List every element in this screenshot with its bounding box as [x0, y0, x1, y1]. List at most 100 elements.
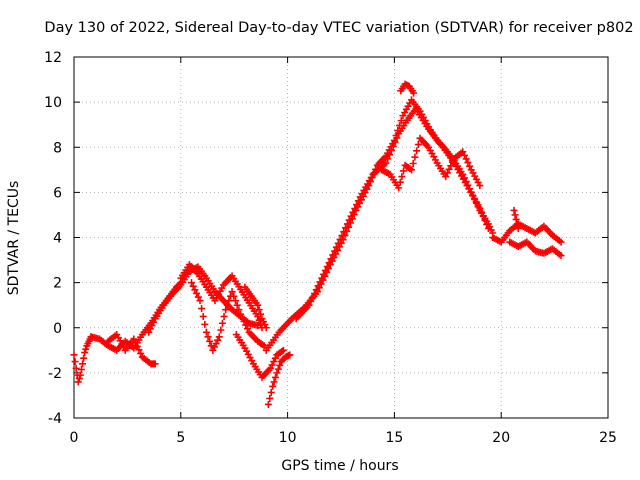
data-point	[397, 117, 405, 125]
series-arc-a	[70, 333, 95, 386]
data-point	[331, 247, 339, 255]
data-point	[305, 301, 313, 309]
data-point	[262, 324, 270, 332]
data-point	[414, 141, 422, 149]
data-point	[276, 361, 284, 369]
data-point	[354, 197, 362, 205]
data-point	[393, 134, 401, 142]
data-point	[270, 378, 278, 386]
data-point	[75, 375, 83, 383]
x-axis-label: GPS time / hours	[281, 458, 398, 474]
y-tick-label: 2	[53, 276, 62, 292]
data-point	[398, 173, 406, 181]
data-point	[389, 142, 397, 150]
data-point	[340, 228, 348, 236]
data-point	[479, 212, 487, 220]
data-point	[267, 388, 275, 396]
data-point	[228, 288, 236, 296]
data-point	[336, 235, 344, 243]
data-point	[269, 382, 277, 390]
data-point	[310, 290, 318, 298]
data-point	[243, 325, 251, 333]
data-point	[411, 153, 419, 161]
chart-title: Day 130 of 2022, Sidereal Day-to-day VTE…	[44, 20, 633, 36]
x-tick-label: 10	[279, 430, 297, 446]
data-point	[264, 400, 272, 408]
data-point	[387, 146, 395, 154]
data-point	[513, 220, 521, 228]
x-tick-label: 25	[599, 430, 617, 446]
data-point	[318, 274, 326, 282]
y-axis-ticks: -4 -2 0 2 4 6 8 10 12	[44, 50, 608, 427]
data-point	[279, 346, 287, 354]
data-point	[137, 349, 145, 357]
data-point	[193, 289, 201, 297]
data-point	[255, 306, 263, 314]
data-point	[466, 162, 474, 170]
series-arc-l	[378, 134, 484, 192]
data-point	[332, 243, 340, 251]
series-arc-f	[187, 279, 268, 354]
data-point	[189, 282, 197, 290]
data-point	[215, 333, 223, 341]
data-point	[70, 351, 78, 359]
series-arc-k	[292, 105, 492, 323]
data-point	[191, 286, 199, 294]
data-point	[238, 314, 246, 322]
data-point	[199, 312, 207, 320]
data-point	[81, 349, 89, 357]
data-point	[478, 208, 486, 216]
data-point	[334, 239, 342, 247]
data-point	[271, 373, 279, 381]
data-point	[442, 173, 450, 181]
data-point	[448, 158, 456, 166]
data-point	[321, 266, 329, 274]
grid-lines	[74, 57, 608, 418]
y-tick-label: 0	[53, 321, 62, 337]
data-point	[151, 360, 159, 368]
data-point	[316, 278, 324, 286]
y-tick-label: 6	[53, 185, 62, 201]
data-point	[222, 306, 230, 314]
data-point	[382, 159, 390, 167]
data-point	[443, 169, 451, 177]
data-point	[196, 297, 204, 305]
data-point	[240, 317, 248, 325]
x-tick-label: 5	[176, 430, 185, 446]
data-point	[217, 326, 225, 334]
data-point	[407, 166, 415, 174]
data-point	[413, 147, 421, 155]
series-arc-n	[489, 220, 565, 246]
data-point	[351, 204, 359, 212]
data-point	[220, 312, 228, 320]
data-point	[201, 320, 209, 328]
data-point	[320, 270, 328, 278]
series-arc-p	[510, 206, 522, 232]
y-tick-label: 4	[53, 231, 62, 247]
data-point	[74, 378, 82, 386]
data-point	[77, 365, 85, 373]
y-tick-label: 12	[44, 50, 62, 66]
series-arc-c	[104, 331, 159, 368]
data-point	[71, 358, 79, 366]
data-point	[231, 297, 239, 305]
data-point	[342, 224, 350, 232]
data-point	[445, 165, 453, 173]
data-point	[396, 178, 404, 186]
data-point	[82, 345, 90, 353]
data-point	[462, 155, 470, 163]
data-point	[460, 151, 468, 159]
series-arc-i	[264, 351, 294, 408]
data-point	[218, 319, 226, 327]
data-point	[187, 279, 195, 287]
series-arc-o	[506, 238, 565, 260]
data-point	[327, 255, 335, 263]
data-point	[447, 162, 455, 170]
data-point	[257, 310, 265, 318]
x-axis-ticks: 0 5 10 15 20 25	[70, 57, 617, 446]
data-point	[80, 354, 88, 362]
x-tick-label: 15	[385, 430, 403, 446]
data-point	[510, 206, 518, 214]
data-point	[233, 301, 241, 309]
